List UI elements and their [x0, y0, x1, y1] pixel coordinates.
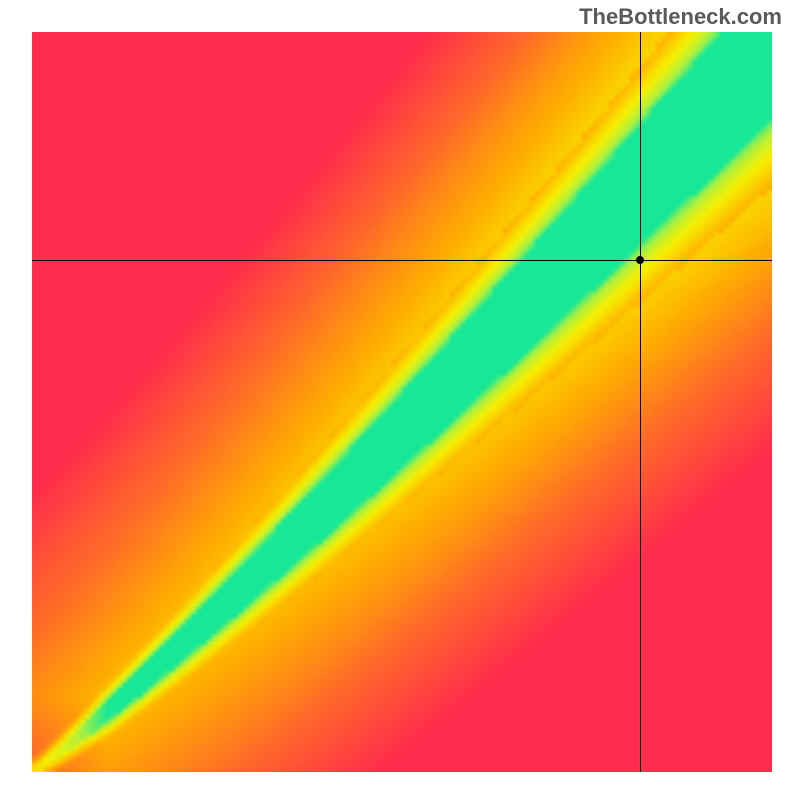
bottleneck-heatmap: [32, 32, 772, 772]
watermark-text: TheBottleneck.com: [579, 4, 782, 30]
crosshair-horizontal: [32, 260, 772, 261]
crosshair-vertical: [640, 32, 641, 772]
marker-dot: [636, 256, 644, 264]
heatmap-canvas: [32, 32, 772, 772]
